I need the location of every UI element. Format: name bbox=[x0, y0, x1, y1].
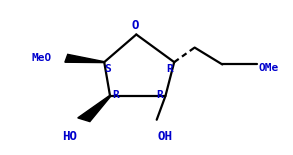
Text: R: R bbox=[166, 64, 173, 74]
Text: O: O bbox=[132, 19, 139, 32]
Polygon shape bbox=[78, 96, 111, 122]
Text: S: S bbox=[104, 64, 110, 74]
Text: OMe: OMe bbox=[259, 62, 279, 73]
Text: HO: HO bbox=[62, 131, 77, 144]
Text: R: R bbox=[156, 90, 163, 100]
Text: MeO: MeO bbox=[31, 53, 52, 63]
Text: OH: OH bbox=[158, 131, 173, 144]
Text: R: R bbox=[113, 90, 119, 100]
Polygon shape bbox=[65, 54, 104, 63]
